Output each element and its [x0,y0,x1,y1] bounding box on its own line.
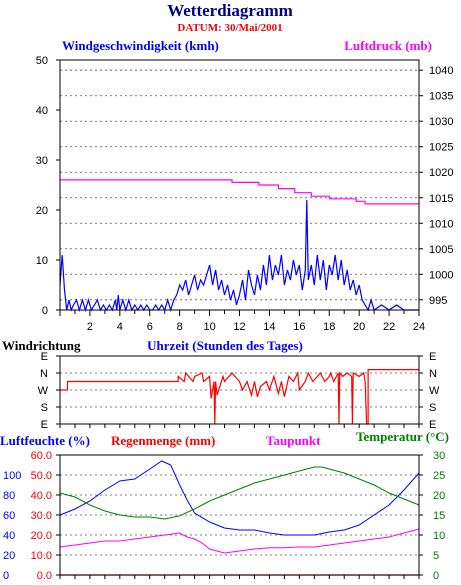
pressure-tick-label: 995 [429,295,447,307]
pressure-axis-label: Luftdruck (mb) [344,38,432,53]
temperature-tick-label: 30 [433,450,445,462]
rain-tick-label: 10.0 [31,550,52,562]
rain-tick-label: 40.0 [31,490,52,502]
hour-tick-label: 14 [263,321,275,333]
wind-pressure-panel: Windgeschwindigkeit (kmh) Luftdruck (mb)… [36,38,454,333]
direction-tick-label: N [40,368,48,380]
humidity-tick-label: 20 [3,550,15,562]
legend-humidity: Luftfeuchte (%) [0,433,90,448]
rain-tick-label: 0.0 [37,570,52,582]
pressure-tick-label: 1000 [429,269,453,281]
climate-frame [59,454,420,576]
wind-direction-series-line [60,369,419,425]
time-axis-label: Uhrzeit (Stunden des Tages) [147,338,303,353]
temperature-tick-label: 25 [433,470,445,482]
wind-speed-tick-label: 30 [36,155,48,167]
temperature-tick-labels: 0 5 10 15 20 25 30 [433,450,445,582]
humidity-tick-label: 80 [3,490,15,502]
hour-tick-label: 6 [147,321,153,333]
chart-title: Wetterdiagramm [167,1,293,20]
direction-tick-label: S [429,402,436,414]
hour-tick-label: 8 [177,321,183,333]
wind-speed-tick-labels: 0 10 20 30 40 50 [36,55,48,317]
temperature-tick-label: 5 [433,550,439,562]
humidity-series-line [59,460,420,536]
rain-tick-label: 30.0 [31,510,52,522]
humidity-tick-labels: 0 20 40 60 80 100 [3,470,21,582]
pressure-tick-label: 1030 [429,116,453,128]
rain-tick-label: 20.0 [31,530,52,542]
wind-pressure-frame [59,59,420,311]
direction-tick-label: S [41,402,48,414]
direction-tick-label: N [429,368,437,380]
hour-tick-label: 18 [323,321,335,333]
chart-subtitle: DATUM: 30/Mai/2001 [177,22,282,34]
wind-direction-panel: Windrichtung Uhrzeit (Stunden des Tages)… [2,338,440,431]
wind-direction-grid [56,355,423,428]
wind-direction-frame [59,355,420,425]
wind-speed-tick-label: 50 [36,55,48,67]
pressure-tick-label: 1035 [429,91,453,103]
climate-grid [56,454,423,579]
wind-pressure-grid [56,59,423,316]
temperature-tick-label: 15 [433,510,445,522]
wind-direction-axis-label: Windrichtung [2,338,81,353]
rain-tick-label: 50.0 [31,470,52,482]
hour-tick-label: 10 [203,321,215,333]
hour-tick-label: 2 [87,321,93,333]
direction-tick-label: E [41,419,48,431]
hour-tick-label: 16 [293,321,305,333]
dewpoint-series-line [59,528,420,554]
wind-speed-axis-label: Windgeschwindigkeit (kmh) [62,38,219,53]
direction-tick-label: W [429,385,440,397]
temperature-tick-label: 20 [433,490,445,502]
direction-tick-label: W [38,385,49,397]
pressure-tick-label: 1025 [429,142,453,154]
wind-speed-tick-label: 10 [36,255,48,267]
wind-speed-tick-label: 40 [36,105,48,117]
temperature-tick-label: 10 [433,530,445,542]
legend-temperature: Temperatur (°C) [356,429,449,444]
hour-tick-label: 22 [383,321,395,333]
pressure-tick-label: 1010 [429,218,453,230]
hour-tick-label: 12 [233,321,245,333]
pressure-tick-label: 1020 [429,167,453,179]
rain-tick-label: 60.0 [31,450,52,462]
hour-tick-label: 20 [353,321,365,333]
wind-speed-tick-label: 0 [42,305,48,317]
legend-dewpoint: Taupunkt [266,433,321,448]
humidity-tick-label: 60 [3,510,15,522]
hour-tick-label: 24 [413,321,425,333]
direction-tick-label: E [429,351,436,363]
humidity-tick-label: 100 [3,470,21,482]
temperature-series-line [59,466,420,520]
climate-panel: Luftfeuchte (%) Regenmenge (mm) Taupunkt… [0,429,449,582]
pressure-series-line [60,179,419,205]
hour-tick-label: 4 [117,321,123,333]
pressure-tick-label: 1015 [429,193,453,205]
wind-speed-tick-label: 20 [36,205,48,217]
pressure-tick-label: 1040 [429,65,453,77]
humidity-tick-label: 40 [3,530,15,542]
direction-tick-label: E [41,351,48,363]
direction-tick-label: E [429,419,436,431]
rain-tick-labels: 0.0 10.0 20.0 30.0 40.0 50.0 60.0 [31,450,52,582]
temperature-tick-label: 0 [433,570,439,582]
hour-tick-labels: 2 4 6 8 10 12 14 16 18 20 22 24 [87,321,425,333]
wind-speed-series-line [59,199,419,313]
legend-rain: Regenmenge (mm) [111,433,215,448]
pressure-tick-label: 1005 [429,244,453,256]
pressure-tick-labels: 995 1000 1005 1010 1015 1020 1025 1030 1035 1040 [429,65,453,307]
humidity-tick-label: 0 [3,570,9,582]
